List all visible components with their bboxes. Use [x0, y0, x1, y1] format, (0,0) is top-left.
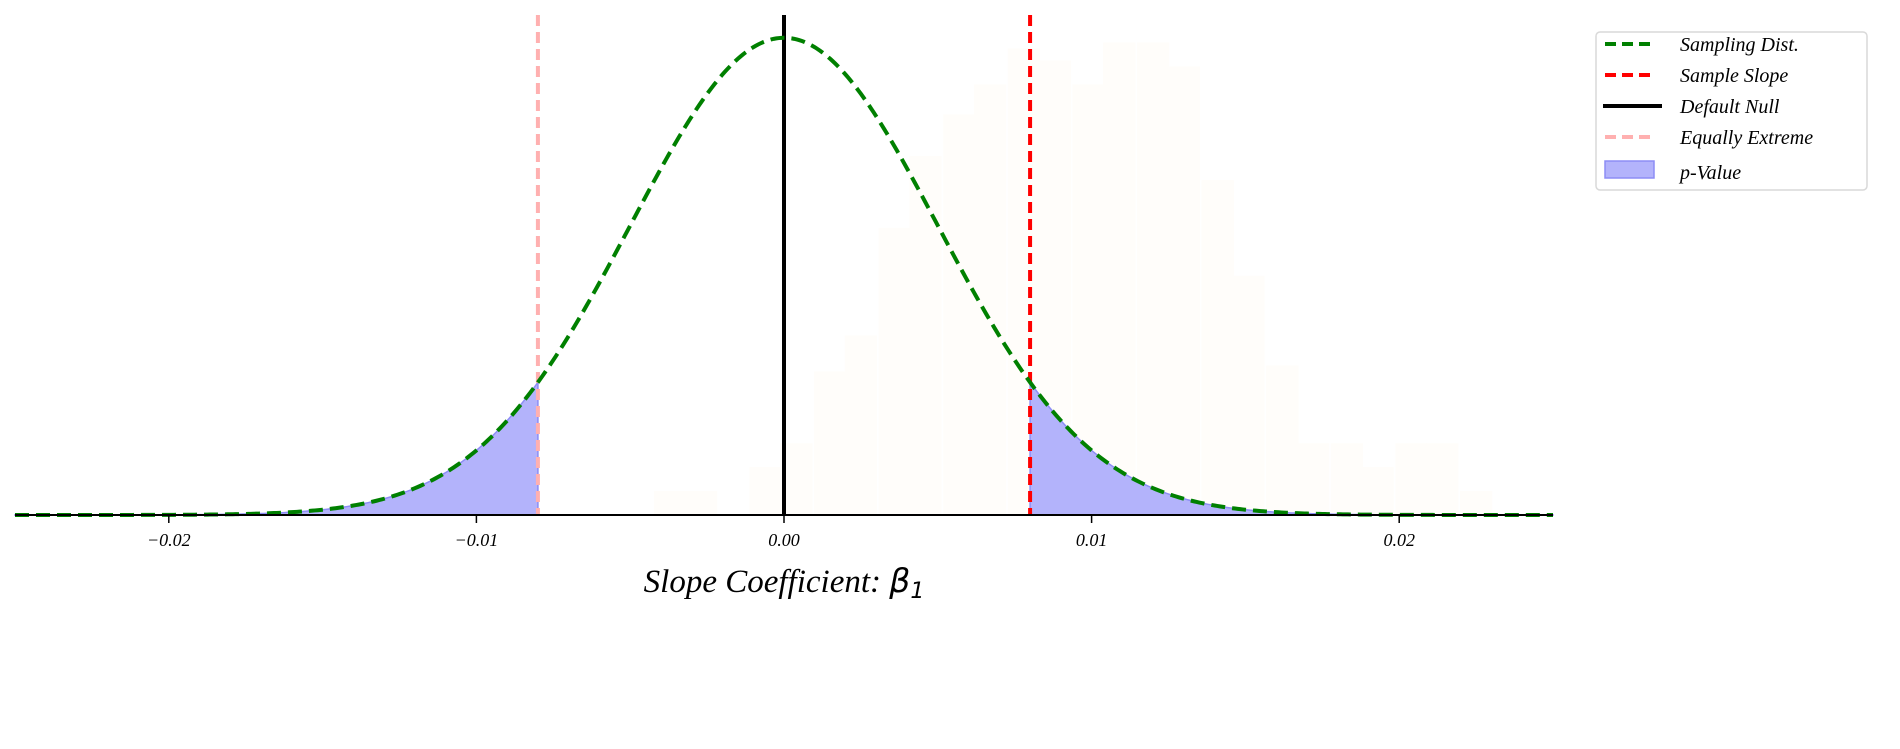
histogram-bar [1296, 443, 1330, 515]
histogram-bar [1459, 491, 1493, 515]
x-tick-label: −0.02 [147, 530, 191, 550]
legend-label-sampling: Sampling Dist. [1680, 34, 1799, 56]
histogram-bar [844, 335, 878, 515]
legend-item-equally-extreme: Equally Extreme [1605, 127, 1813, 149]
x-tick-label: 0.01 [1076, 530, 1108, 550]
histogram-bar [1330, 443, 1364, 515]
histogram-bar [1266, 365, 1299, 515]
x-axis-ticks: −0.02 −0.01 0.00 0.01 0.02 [147, 515, 1415, 550]
histogram-bar [1167, 66, 1201, 515]
legend-item-default-null: Default Null [1603, 96, 1780, 118]
legend-label-default-null: Default Null [1679, 96, 1780, 118]
legend-frame [1595, 31, 1868, 191]
histogram-bar [1136, 42, 1170, 515]
histogram-bar [943, 114, 976, 516]
legend-item-sample-slope: Sample Slope [1605, 65, 1788, 87]
legend-item-sampling: Sampling Dist. [1605, 34, 1799, 56]
histogram-bar [684, 491, 718, 515]
x-tick-label: 0.02 [1383, 530, 1415, 550]
legend-item-p-value: p-Value [1604, 160, 1741, 184]
histogram-bar [909, 156, 942, 516]
histogram-bar [1201, 180, 1234, 515]
legend: Sampling Dist. Sample Slope Default Null… [1595, 31, 1868, 191]
histogram-bar [1232, 275, 1265, 515]
legend-label-p-value: p-Value [1678, 162, 1741, 184]
reference-lines [535, 15, 1033, 515]
x-axis-label-symbol: β [888, 561, 910, 600]
histogram-bar [1103, 42, 1136, 515]
legend-label-sample-slope: Sample Slope [1680, 65, 1788, 87]
x-tick-label: 0.00 [768, 530, 800, 550]
histogram [654, 42, 1493, 516]
legend-label-equally-extreme: Equally Extreme [1679, 127, 1813, 149]
histogram-bar [813, 371, 847, 515]
x-axis-label-text: Slope Coefficient: [644, 564, 890, 600]
legend-swatch-p-value [1604, 160, 1655, 179]
histogram-bar [654, 491, 687, 515]
histogram-bar [1361, 467, 1394, 515]
histogram-bar [1395, 443, 1428, 515]
histogram-bar [749, 467, 782, 515]
p-value-area-left [14, 380, 539, 516]
sampling-curve [15, 35, 1553, 517]
sampling-distribution-curve [15, 35, 1553, 517]
x-axis-label: Slope Coefficient: β1 [644, 561, 925, 604]
histogram-bar [878, 227, 911, 516]
histogram-bar [1426, 443, 1459, 515]
x-tick-label: −0.01 [455, 530, 499, 550]
x-axis-label-subscript: 1 [910, 579, 924, 604]
